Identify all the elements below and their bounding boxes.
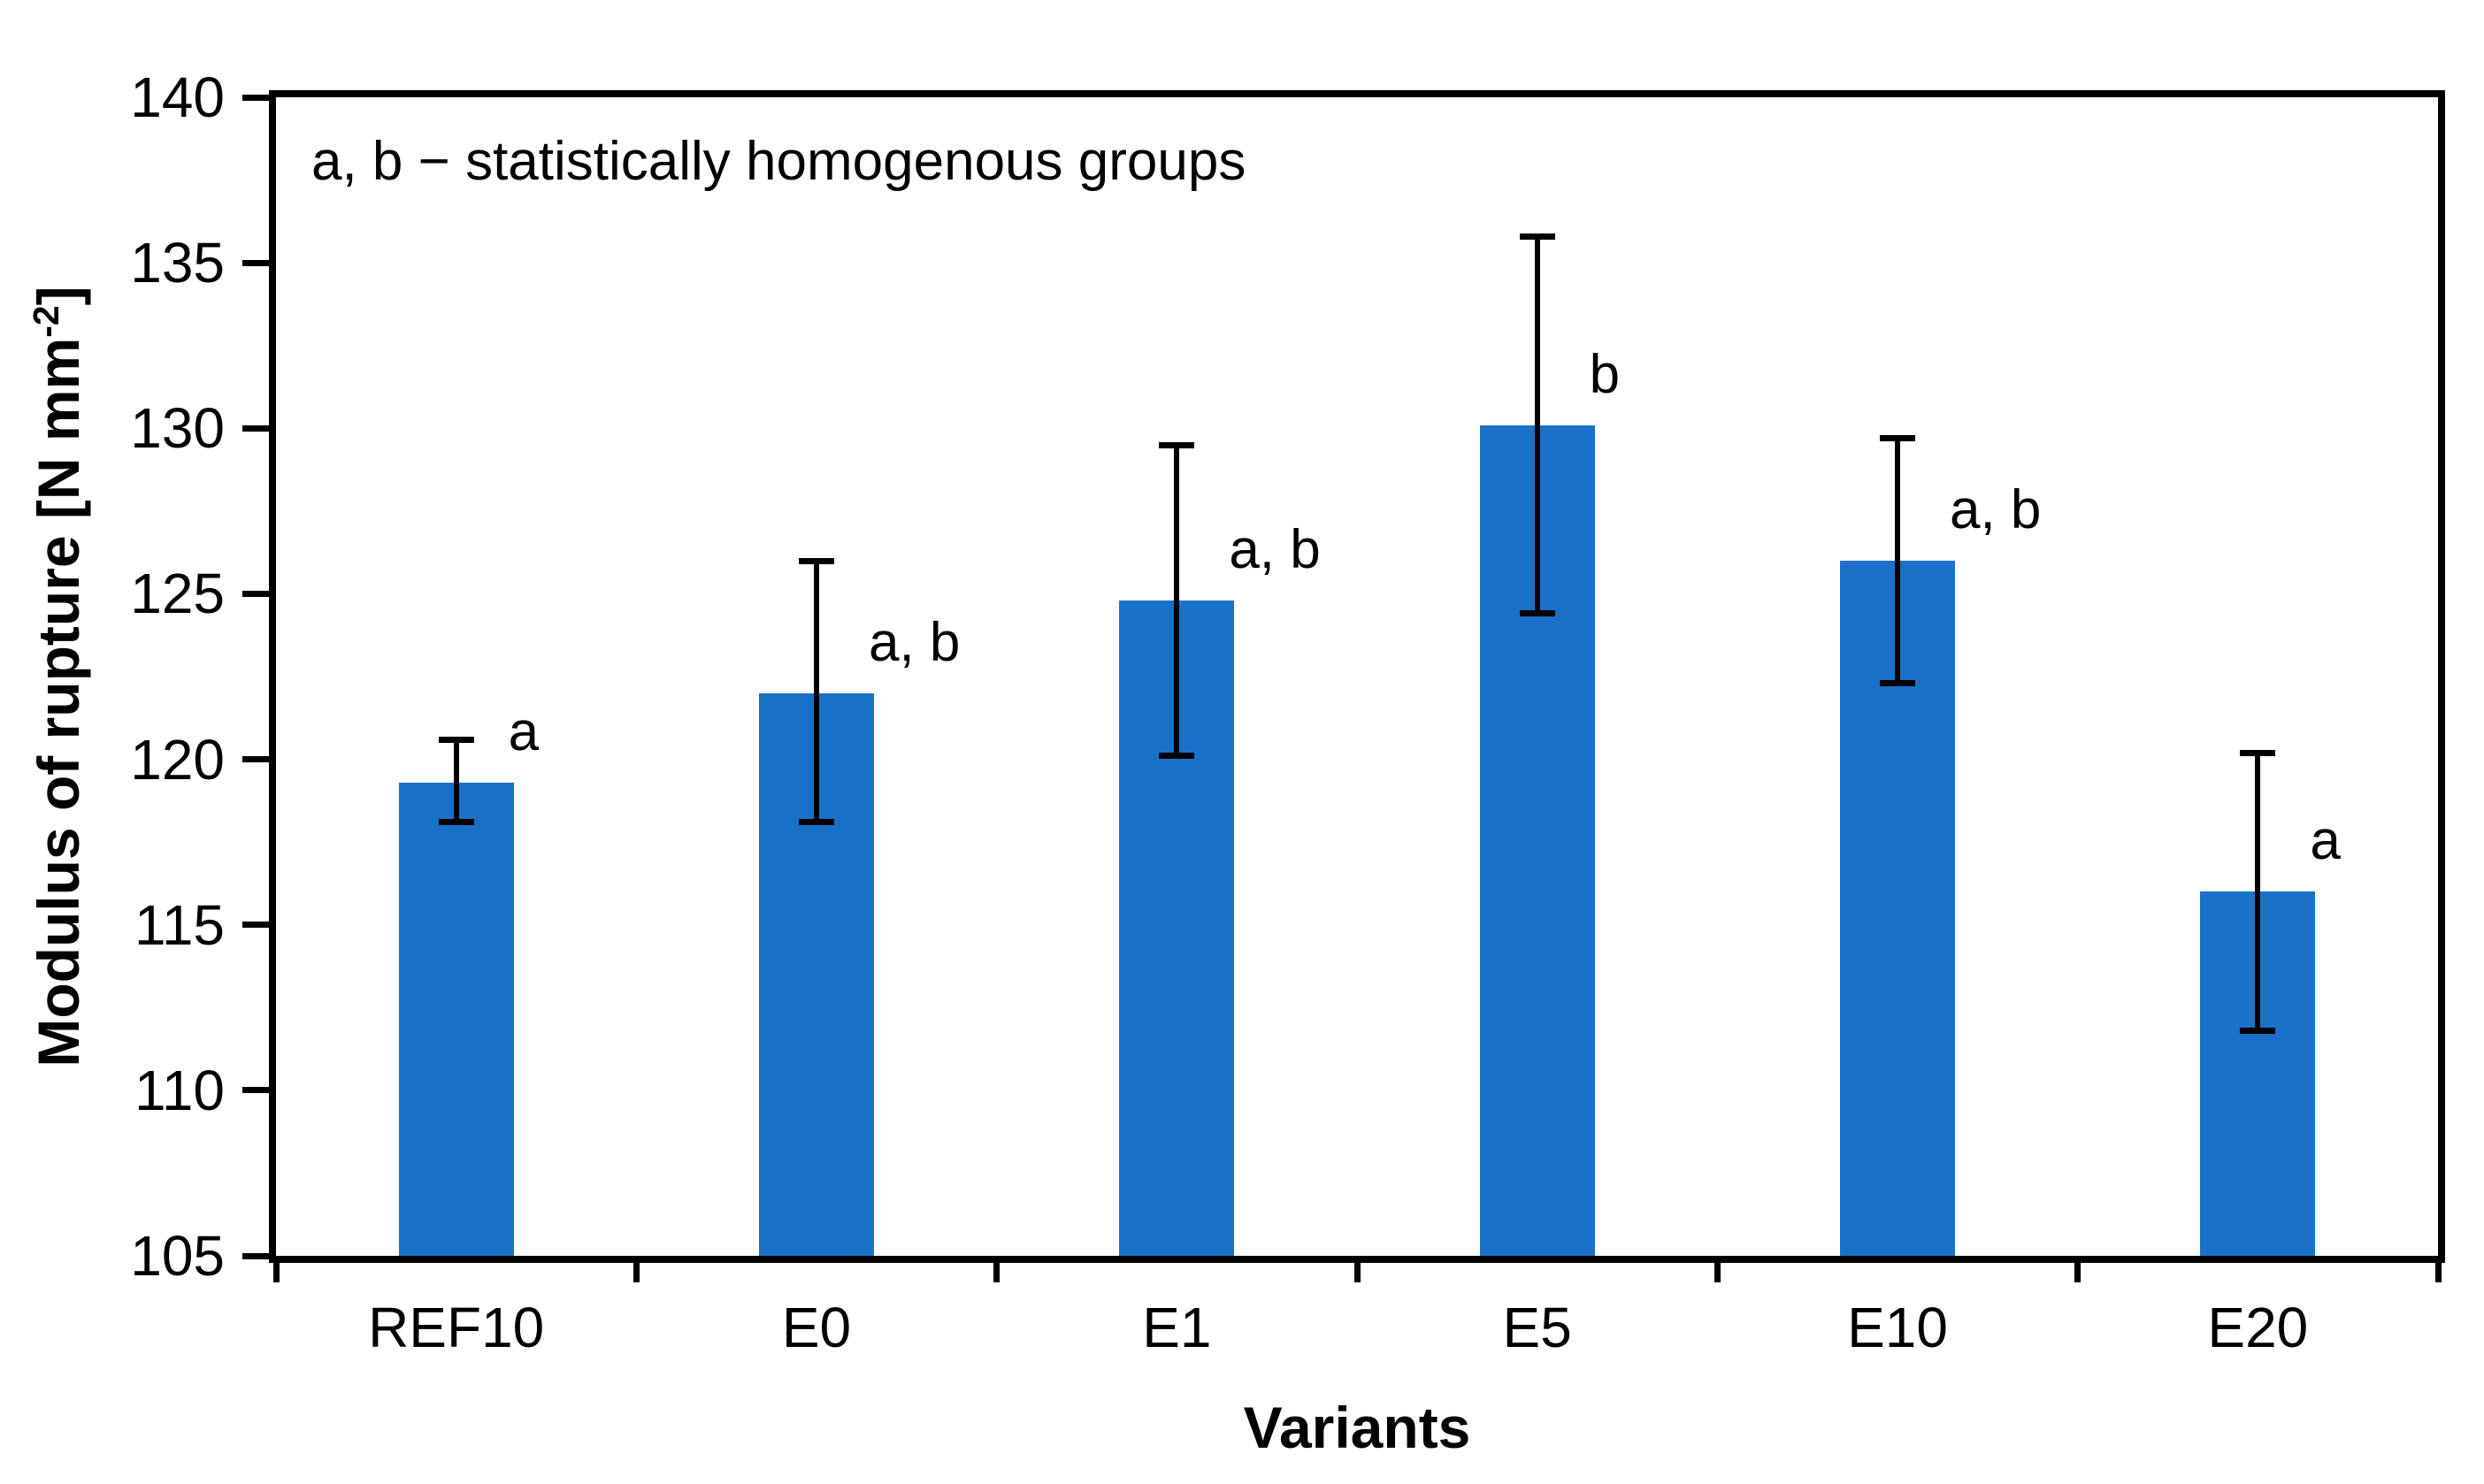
bar-group-label: a, b [1229, 518, 1321, 580]
error-bar-cap-top [2240, 749, 2276, 756]
bar-group-label: a [2310, 810, 2341, 872]
error-bar-line [1895, 438, 1900, 684]
error-bar-line [1174, 445, 1180, 756]
x-axis-tick [2074, 1256, 2082, 1282]
error-bar-line [2255, 753, 2261, 1031]
x-axis-title: Variants [1243, 1395, 1471, 1460]
x-axis-tick [632, 1256, 640, 1282]
bar [398, 782, 514, 1256]
statistical-groups-annotation: a, b − statistically homogenous groups [311, 131, 1246, 192]
error-bar-cap-bottom [2240, 1027, 2276, 1034]
error-bar-cap-top [438, 736, 474, 743]
y-axis-title-superscript: -2 [26, 305, 66, 338]
error-bar-line [453, 739, 459, 822]
y-tick-label: 140 [130, 65, 225, 129]
plot-frame [269, 90, 2445, 1263]
y-axis-tick [242, 259, 269, 266]
bar-group-label: a [508, 700, 540, 762]
x-axis-tick [993, 1256, 1000, 1282]
x-axis-tick [1714, 1256, 1721, 1282]
error-bar-cap-top [799, 557, 834, 564]
bar-group-label: b [1589, 343, 1621, 405]
error-bar-cap-bottom [1159, 753, 1195, 760]
x-tick-label: E1 [1142, 1296, 1212, 1359]
y-axis-tick [242, 1087, 269, 1094]
error-bar-line [814, 561, 819, 822]
y-axis-tick [242, 94, 269, 101]
y-axis-tick [242, 756, 269, 763]
x-tick-label: E5 [1502, 1296, 1572, 1359]
y-tick-label: 120 [130, 727, 225, 792]
error-bar-cap-top [1880, 435, 1915, 441]
error-bar-cap-top [1519, 233, 1555, 240]
y-tick-label: 125 [130, 562, 225, 626]
bar-group-label: a, b [1950, 479, 2042, 540]
y-tick-label: 130 [130, 396, 225, 461]
error-bar-line [1534, 236, 1540, 614]
x-axis-tick [1353, 1256, 1361, 1282]
x-axis-tick [2434, 1256, 2442, 1282]
y-tick-label: 105 [130, 1224, 225, 1288]
bar-group-label: a, b [869, 611, 961, 673]
y-axis-tick [242, 590, 269, 597]
error-bar-cap-bottom [438, 819, 474, 826]
x-axis-tick [272, 1256, 280, 1282]
y-tick-label: 135 [130, 231, 225, 295]
x-tick-label: E20 [2207, 1296, 2309, 1359]
y-axis-tick [242, 1252, 269, 1259]
error-bar-cap-bottom [1880, 679, 1915, 686]
x-tick-label: E10 [1847, 1296, 1948, 1359]
error-bar-cap-top [1159, 441, 1195, 448]
error-bar-cap-bottom [1519, 610, 1555, 617]
x-tick-label: REF10 [368, 1296, 545, 1359]
y-axis-tick [242, 425, 269, 432]
y-tick-label: 115 [134, 892, 225, 957]
y-axis-tick [242, 922, 269, 929]
x-tick-label: E0 [781, 1296, 852, 1359]
error-bar-cap-bottom [799, 819, 834, 826]
y-tick-label: 110 [134, 1058, 225, 1122]
